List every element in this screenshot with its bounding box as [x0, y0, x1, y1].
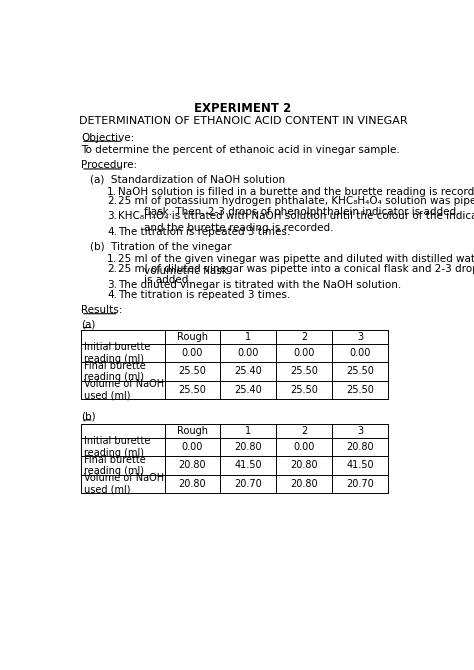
- Text: 20.80: 20.80: [291, 460, 318, 470]
- Text: 1.: 1.: [107, 255, 117, 265]
- Text: 0.00: 0.00: [293, 348, 315, 358]
- Text: 25.40: 25.40: [235, 385, 262, 395]
- Text: 3: 3: [357, 425, 363, 436]
- Text: Volume of NaOH
used (ml): Volume of NaOH used (ml): [84, 379, 164, 401]
- Text: 3.: 3.: [107, 211, 117, 221]
- Text: 25.40: 25.40: [235, 366, 262, 377]
- Text: 25 ml of the given vinegar was pipette and diluted with distilled water in a 250: 25 ml of the given vinegar was pipette a…: [118, 255, 474, 276]
- Text: Objective:: Objective:: [81, 133, 134, 143]
- Text: Procedure:: Procedure:: [81, 161, 137, 170]
- Text: 20.70: 20.70: [346, 479, 374, 489]
- Text: 20.80: 20.80: [291, 479, 318, 489]
- Text: 2.: 2.: [107, 264, 117, 273]
- Text: 25 ml of diluted vinegar was pipette into a conical flask and 2-3 drops of pheno: 25 ml of diluted vinegar was pipette int…: [118, 264, 474, 285]
- Text: 25 ml of potassium hydrogen phthalate, KHC₈H₄O₄ solution was pipette into a coni: 25 ml of potassium hydrogen phthalate, K…: [118, 196, 474, 218]
- Text: 2: 2: [301, 425, 307, 436]
- Text: 0.00: 0.00: [182, 442, 203, 452]
- Text: 25.50: 25.50: [346, 385, 374, 395]
- Text: (b)  Titration of the vinegar: (b) Titration of the vinegar: [90, 242, 232, 252]
- Text: 3: 3: [357, 332, 363, 342]
- Text: EXPERIMENT 2: EXPERIMENT 2: [194, 102, 292, 115]
- Text: 1: 1: [245, 332, 251, 342]
- Text: Volume of NaOH
used (ml): Volume of NaOH used (ml): [84, 473, 164, 494]
- Text: 20.80: 20.80: [179, 460, 206, 470]
- Text: The diluted vinegar is titrated with the NaOH solution.: The diluted vinegar is titrated with the…: [118, 280, 401, 290]
- Text: Rough: Rough: [177, 332, 208, 342]
- Text: 25.50: 25.50: [346, 366, 374, 377]
- Text: Results:: Results:: [81, 306, 122, 316]
- Text: NaOH solution is filled in a burette and the burette reading is recorded.: NaOH solution is filled in a burette and…: [118, 187, 474, 197]
- Text: 2: 2: [301, 332, 307, 342]
- Text: 0.00: 0.00: [182, 348, 203, 358]
- Text: Final burette
reading (ml): Final burette reading (ml): [84, 360, 146, 383]
- Text: 25.50: 25.50: [179, 385, 207, 395]
- Text: 3.: 3.: [107, 280, 117, 290]
- Text: 0.00: 0.00: [237, 348, 259, 358]
- Text: 4.: 4.: [107, 290, 117, 300]
- Text: The titration is repeated 3 times.: The titration is repeated 3 times.: [118, 226, 291, 237]
- Text: To determine the percent of ethanoic acid in vinegar sample.: To determine the percent of ethanoic aci…: [81, 145, 400, 155]
- Text: KHC₈H₄O₄ is titrated with NaOH solution until the colour of the indicator turn t: KHC₈H₄O₄ is titrated with NaOH solution …: [118, 211, 474, 233]
- Text: (a): (a): [81, 319, 95, 329]
- Text: Initial burette
reading (ml): Initial burette reading (ml): [84, 342, 150, 364]
- Text: 0.00: 0.00: [349, 348, 371, 358]
- Text: 41.50: 41.50: [235, 460, 262, 470]
- Text: 25.50: 25.50: [290, 366, 318, 377]
- Text: 1.: 1.: [107, 187, 117, 197]
- Text: 1: 1: [245, 425, 251, 436]
- Text: 0.00: 0.00: [293, 442, 315, 452]
- Text: 20.70: 20.70: [235, 479, 262, 489]
- Text: 20.80: 20.80: [235, 442, 262, 452]
- Text: Final burette
reading (ml): Final burette reading (ml): [84, 455, 146, 476]
- Text: 20.80: 20.80: [179, 479, 206, 489]
- Text: Initial burette
reading (ml): Initial burette reading (ml): [84, 436, 150, 458]
- Text: 20.80: 20.80: [346, 442, 374, 452]
- Text: 25.50: 25.50: [179, 366, 207, 377]
- Text: DETERMINATION OF ETHANOIC ACID CONTENT IN VINEGAR: DETERMINATION OF ETHANOIC ACID CONTENT I…: [79, 116, 407, 126]
- Text: The titration is repeated 3 times.: The titration is repeated 3 times.: [118, 290, 291, 300]
- Text: 41.50: 41.50: [346, 460, 374, 470]
- Text: 4.: 4.: [107, 226, 117, 237]
- Text: 25.50: 25.50: [290, 385, 318, 395]
- Text: 2.: 2.: [107, 196, 117, 206]
- Text: (b): (b): [81, 411, 96, 421]
- Text: (a)  Standardization of NaOH solution: (a) Standardization of NaOH solution: [90, 174, 285, 184]
- Text: Rough: Rough: [177, 425, 208, 436]
